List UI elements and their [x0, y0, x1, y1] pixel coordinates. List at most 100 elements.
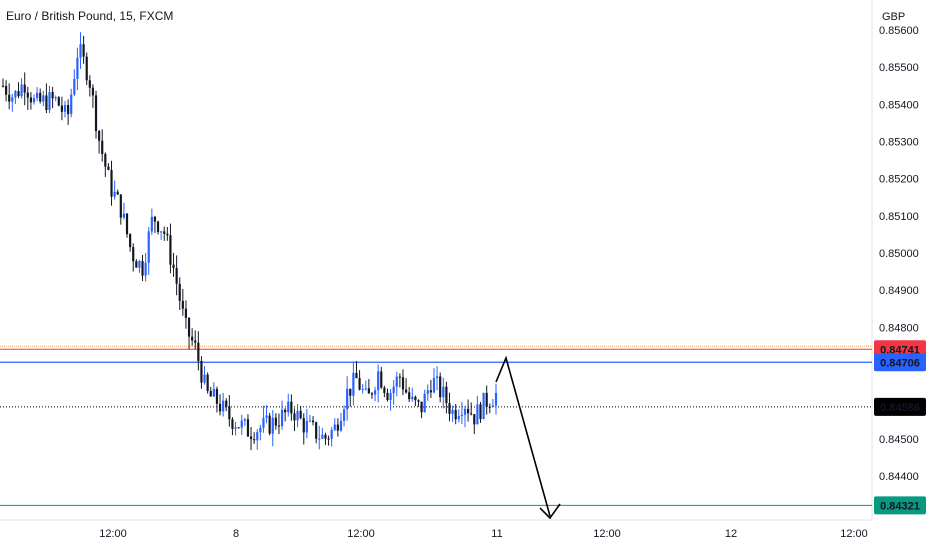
candle-body: [8, 94, 11, 102]
candle-body: [141, 261, 144, 276]
candle-body: [212, 388, 215, 397]
candle-body: [346, 388, 349, 410]
candle-body: [88, 80, 91, 88]
candle-body: [439, 376, 442, 398]
candle-body: [395, 376, 398, 387]
candle-body: [67, 105, 70, 114]
candle-body: [51, 92, 54, 99]
candle-body: [194, 340, 197, 343]
x-tick-label: 12:00: [840, 528, 868, 540]
candle-body: [234, 427, 237, 429]
candle-body: [160, 231, 163, 233]
candle-body: [206, 374, 209, 391]
candle-body: [5, 85, 8, 95]
x-tick-label: 11: [491, 528, 502, 540]
candle-body: [119, 194, 122, 218]
candle-body: [218, 403, 222, 412]
candle-body: [361, 388, 364, 390]
candle-body: [82, 44, 85, 57]
candle-body: [491, 405, 494, 408]
candle-body: [222, 400, 225, 412]
candle-body: [200, 360, 203, 383]
candle-body: [91, 87, 95, 96]
candle-body: [435, 376, 439, 379]
candle-body: [231, 419, 234, 429]
candle-body: [417, 400, 420, 402]
y-tick-label: 0.85300: [879, 137, 919, 149]
price-badge-text-resistance: 0.84741: [880, 344, 920, 356]
candle-body: [57, 97, 60, 106]
candle-body: [237, 427, 240, 429]
candle-body: [448, 403, 451, 414]
candle-body: [398, 376, 401, 378]
candle-body: [451, 409, 454, 414]
candle-body: [73, 78, 76, 95]
candle-body: [355, 372, 358, 379]
candle-body: [330, 429, 333, 439]
candle-body: [373, 390, 377, 395]
candle-body: [150, 216, 153, 232]
candle-body: [342, 409, 346, 421]
candle-body: [26, 92, 29, 98]
candle-body: [116, 191, 119, 195]
candle-body: [280, 409, 284, 427]
candle-body: [339, 420, 343, 431]
y-tick-label: 0.84400: [879, 471, 919, 483]
candle-body: [476, 404, 479, 425]
y-tick-label: 0.84500: [879, 434, 919, 446]
candle-body: [20, 84, 23, 97]
x-tick-label: 8: [233, 528, 239, 540]
candle-body: [470, 413, 473, 415]
candle-body: [336, 424, 339, 431]
candle-body: [197, 342, 200, 361]
candle-body: [305, 420, 308, 433]
candle-body: [296, 410, 299, 421]
y-tick-label: 0.85500: [879, 62, 919, 74]
candle-body: [125, 213, 129, 235]
y-tick-label: 0.84900: [879, 285, 919, 297]
candle-body: [70, 94, 73, 114]
candle-body: [129, 234, 132, 248]
candle-body: [429, 390, 432, 393]
candle-body: [408, 392, 411, 400]
candle-body: [318, 438, 321, 440]
candle-body: [79, 44, 82, 58]
candle-body: [377, 371, 380, 391]
candle-body: [411, 396, 414, 400]
candle-body: [175, 268, 178, 284]
candle-body: [135, 261, 138, 268]
candle-body: [454, 409, 457, 420]
candle-body: [420, 401, 423, 413]
candle-body: [327, 438, 330, 440]
candle-body: [132, 247, 135, 262]
candle-body: [203, 374, 206, 383]
candle-body: [138, 261, 141, 268]
candle-body: [11, 97, 14, 102]
candle-body: [485, 392, 488, 407]
candle-body: [60, 105, 64, 112]
candle-body: [460, 414, 463, 417]
candle-body: [101, 140, 104, 154]
candle-body: [423, 393, 426, 413]
candle-body: [284, 409, 287, 413]
candle-body: [144, 262, 147, 276]
candle-body: [488, 406, 491, 408]
candle-body: [181, 300, 184, 309]
price-badge-text-target: 0.84321: [880, 500, 920, 512]
candle-body: [290, 401, 293, 414]
candle-body: [321, 434, 324, 439]
candle-body: [311, 420, 315, 423]
x-tick-label: 12: [725, 528, 737, 540]
candle-body: [274, 417, 277, 426]
candle-body: [228, 406, 231, 420]
candle-body: [147, 231, 150, 263]
candle-body: [262, 417, 265, 428]
candle-body: [113, 191, 116, 197]
candle-body: [457, 416, 460, 420]
candle-body: [380, 371, 383, 388]
candle-body: [23, 84, 26, 93]
candle-body: [349, 388, 352, 396]
candle-body: [54, 97, 57, 99]
